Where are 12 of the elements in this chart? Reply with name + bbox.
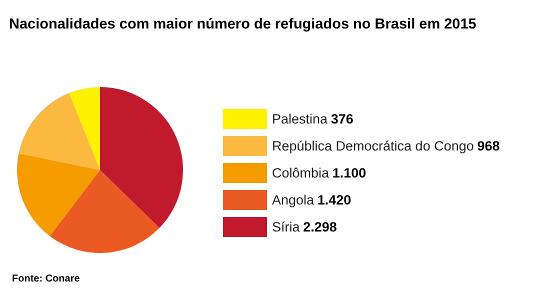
source-note: Fonte: Conare: [12, 274, 80, 284]
data-label: 2.298: [303, 220, 338, 234]
legend-label: Colômbia: [272, 166, 330, 180]
data-label: 968: [477, 138, 500, 154]
legend-label: República Democrática do Congo: [272, 138, 474, 154]
data-label: 376: [330, 112, 354, 126]
legend-label: Angola: [272, 192, 315, 208]
legend-label: Palestina: [272, 112, 328, 126]
data-label: 1.100: [332, 166, 366, 180]
legend-label: Síria: [272, 220, 300, 234]
chart-title: Nacionalidades com maior número de refugiados no Brasil em 2015: [9, 16, 476, 32]
data-label: 1.420: [317, 192, 352, 208]
